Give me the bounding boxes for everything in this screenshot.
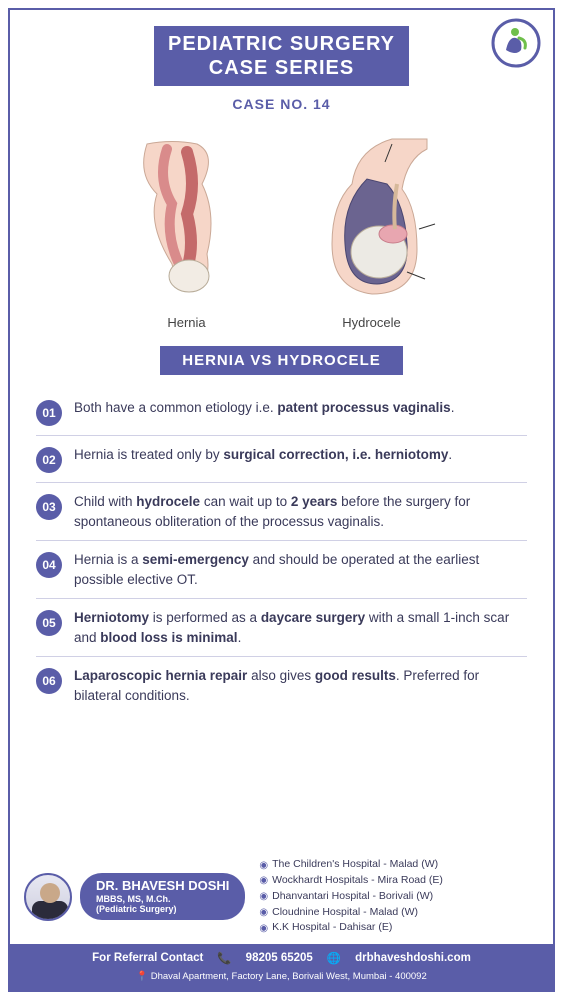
point-number: 05 xyxy=(36,610,62,636)
point-number: 02 xyxy=(36,447,62,473)
hospital-name: Cloudnine Hospital - Malad (W) xyxy=(272,905,418,921)
hospital-item: ◉ K.K Hospital - Dahisar (E) xyxy=(259,920,443,936)
pin-icon: ◉ xyxy=(259,873,268,888)
point-number: 04 xyxy=(36,552,62,578)
hospital-item: ◉ Wockhardt Hospitals - Mira Road (E) xyxy=(259,873,443,889)
doctor-specialty: (Pediatric Surgery) xyxy=(96,904,177,914)
case-number: CASE NO. 14 xyxy=(30,96,533,112)
pin-icon: ◉ xyxy=(259,858,268,873)
footer: DR. BHAVESH DOSHI MBBS, MS, M.Ch. (Pedia… xyxy=(10,847,553,990)
point-item: 05 Herniotomy is performed as a daycare s… xyxy=(36,599,527,657)
contact-label: For Referral Contact xyxy=(92,952,203,964)
diagram-label-left: Hernia xyxy=(117,315,257,330)
doctor-avatar xyxy=(24,873,72,921)
point-number: 01 xyxy=(36,400,62,426)
point-text: Laparoscopic hernia repair also gives go… xyxy=(74,666,527,705)
pin-icon: 📍 xyxy=(136,971,148,982)
doctor-credentials-text: MBBS, MS, M.Ch. xyxy=(96,894,171,904)
point-text: Hernia is treated only by surgical corre… xyxy=(74,445,452,465)
contact-website: drbhaveshdoshi.com xyxy=(355,952,471,964)
point-number: 06 xyxy=(36,668,62,694)
point-item: 03 Child with hydrocele can wait up to 2 … xyxy=(36,483,527,541)
section-heading-text: HERNIA VS HYDROCELE xyxy=(160,346,402,375)
hospital-name: The Children's Hospital - Malad (W) xyxy=(272,857,438,873)
hospital-item: ◉ Dhanvantari Hospital - Borivali (W) xyxy=(259,889,443,905)
diagram-hydrocele: Hydrocele xyxy=(297,134,447,330)
pin-icon: ◉ xyxy=(259,905,268,920)
points-list: 01 Both have a common etiology i.e. paten… xyxy=(10,389,553,715)
title-line-1: PEDIATRIC SURGERY xyxy=(168,33,395,55)
globe-icon: 🌐 xyxy=(327,951,341,965)
hernia-illustration xyxy=(117,134,257,304)
diagram-row: Hernia Hydrocele xyxy=(10,120,553,336)
doctor-row: DR. BHAVESH DOSHI MBBS, MS, M.Ch. (Pedia… xyxy=(10,847,553,944)
point-item: 02 Hernia is treated only by surgical cor… xyxy=(36,436,527,483)
point-text: Child with hydrocele can wait up to 2 ye… xyxy=(74,492,527,531)
phone-icon: 📞 xyxy=(217,951,231,965)
header: PEDIATRIC SURGERY CASE SERIES CASE NO. 1… xyxy=(10,10,553,120)
point-item: 01 Both have a common etiology i.e. paten… xyxy=(36,389,527,436)
page-frame: PEDIATRIC SURGERY CASE SERIES CASE NO. 1… xyxy=(8,8,555,992)
hydrocele-illustration xyxy=(297,134,447,304)
diagram-hernia: Hernia xyxy=(117,134,257,330)
contact-bar: For Referral Contact 📞 98205 65205 🌐 drb… xyxy=(10,944,553,972)
hospital-item: ◉ Cloudnine Hospital - Malad (W) xyxy=(259,905,443,921)
point-item: 04 Hernia is a semi-emergency and should … xyxy=(36,541,527,599)
hospital-name: K.K Hospital - Dahisar (E) xyxy=(272,920,392,936)
point-text: Hernia is a semi-emergency and should be… xyxy=(74,550,527,589)
diagram-label-right: Hydrocele xyxy=(297,315,447,330)
hospital-item: ◉ The Children's Hospital - Malad (W) xyxy=(259,857,443,873)
point-text: Both have a common etiology i.e. patent … xyxy=(74,398,454,418)
point-number: 03 xyxy=(36,494,62,520)
doctor-badge: DR. BHAVESH DOSHI MBBS, MS, M.Ch. (Pedia… xyxy=(80,873,245,921)
section-heading: HERNIA VS HYDROCELE xyxy=(10,346,553,375)
point-text: Herniotomy is performed as a daycare sur… xyxy=(74,608,527,647)
brand-logo xyxy=(491,18,541,68)
doctor-credentials: MBBS, MS, M.Ch. (Pediatric Surgery) xyxy=(96,894,229,915)
hospitals-list: ◉ The Children's Hospital - Malad (W) ◉ Woc… xyxy=(253,857,443,936)
pin-icon: ◉ xyxy=(259,921,268,936)
pin-icon: ◉ xyxy=(259,889,268,904)
doctor-name: DR. BHAVESH DOSHI xyxy=(96,879,229,894)
hospital-name: Dhanvantari Hospital - Borivali (W) xyxy=(272,889,433,905)
address-text: Dhaval Apartment, Factory Lane, Borivali… xyxy=(151,971,427,982)
contact-phone: 98205 65205 xyxy=(246,952,313,964)
point-item: 06 Laparoscopic hernia repair also gives … xyxy=(36,657,527,714)
address-bar: 📍 Dhaval Apartment, Factory Lane, Boriva… xyxy=(10,971,553,990)
title-line-2: CASE SERIES xyxy=(209,57,354,79)
hospital-name: Wockhardt Hospitals - Mira Road (E) xyxy=(272,873,443,889)
page-title: PEDIATRIC SURGERY CASE SERIES xyxy=(154,26,409,86)
